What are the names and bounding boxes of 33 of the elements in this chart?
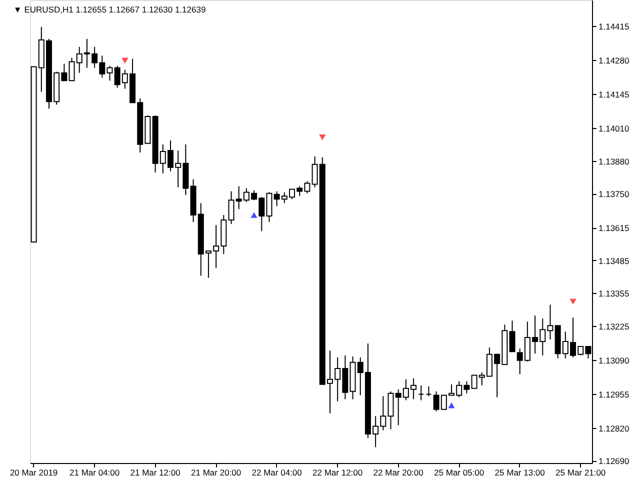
point [319,134,326,140]
x-tick-label: 21 Mar 20:00 [191,468,242,478]
y-tick-label: 1.12690 [598,456,630,466]
x-tick-label: 21 Mar 04:00 [70,468,120,478]
y-tick-label: 1.14280 [598,55,630,66]
x-tick-label: 25 Mar 05:00 [434,468,484,478]
x-tick-label: 22 Mar 12:00 [312,468,363,478]
y-tick-label: 1.13090 [598,355,630,366]
y-tick-label: 1.13355 [598,288,630,299]
y-tick-label: 1.14145 [598,90,630,100]
y-tick-label: 1.13225 [598,321,630,332]
point [570,298,576,305]
candlestick [418,384,424,401]
x-tick-label: 25 Mar 21:00 [556,468,606,478]
candlestick [509,320,516,352]
y-tick-label: 1.13750 [598,189,630,200]
y-tick-label: 1.13880 [598,156,630,166]
point [448,402,455,408]
candlestick [426,386,432,397]
text: ▼ EURUSD,H1 1.12655 1.12667 1.12630 1.12639 [13,4,206,14]
y-tick-label: 1.14010 [598,124,630,134]
x-tick-label: 22 Mar 04:00 [252,468,302,478]
x-tick-label: 25 Mar 13:00 [494,468,546,478]
x-tick-label: 22 Mar 20:00 [373,468,424,478]
y-tick-label: 1.12820 [598,423,630,434]
y-tick-label: 1.14415 [598,21,630,32]
y-tick-label: 1.13485 [598,256,630,266]
x-tick-label: 21 Mar 12:00 [130,468,181,478]
point [122,58,128,64]
point [250,212,258,218]
y-tick-label: 1.12955 [598,389,630,400]
y-tick-label: 1.13615 [598,223,630,234]
x-tick-label: 20 Mar 2019 [10,468,58,478]
